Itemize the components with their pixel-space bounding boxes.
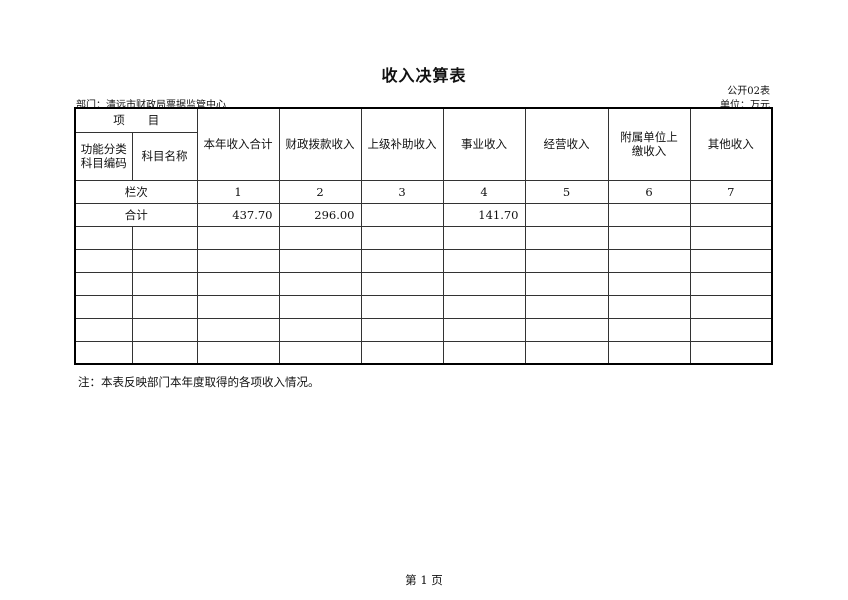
total-label: 合计 <box>74 202 198 227</box>
table-cell <box>442 225 526 250</box>
table-cell <box>131 225 198 250</box>
unit-label: 单位：万元 <box>720 100 770 111</box>
table-cell <box>689 248 773 273</box>
table-cell <box>360 248 444 273</box>
table-cell <box>131 248 198 273</box>
table-cell <box>74 340 133 365</box>
column-index-cell: 4 <box>442 179 526 204</box>
table-row <box>74 248 773 273</box>
table-cell <box>278 294 362 319</box>
column-index-label: 栏次 <box>74 179 198 204</box>
form-number: 公开02表 <box>727 86 770 97</box>
table-cell <box>360 317 444 342</box>
table-row <box>74 271 773 296</box>
table-cell <box>131 271 198 296</box>
table-cell <box>607 340 691 365</box>
table-cell <box>607 294 691 319</box>
table-note: 注：本表反映部门本年度取得的各项收入情况。 <box>78 375 320 389</box>
header-subject-name: 科目名称 <box>131 131 198 181</box>
table-cell <box>278 271 362 296</box>
table-cell <box>689 317 773 342</box>
table-cell <box>360 271 444 296</box>
table-row <box>74 225 773 250</box>
table-cell <box>196 317 280 342</box>
table-row <box>74 340 773 365</box>
page-title: 收入决算表 <box>381 66 467 85</box>
table-cell <box>196 271 280 296</box>
table-cell <box>74 248 133 273</box>
table-cell <box>196 340 280 365</box>
table-cell <box>278 340 362 365</box>
header-col: 本年收入合计 <box>196 107 280 181</box>
table-cell <box>196 225 280 250</box>
table-cell <box>607 271 691 296</box>
table-cell <box>689 294 773 319</box>
page-number: 第 1 页 <box>405 573 443 587</box>
table-cell <box>360 294 444 319</box>
total-value-cell <box>360 202 444 227</box>
table-cell <box>607 248 691 273</box>
table-cell <box>74 225 133 250</box>
table-cell <box>607 225 691 250</box>
table-cell <box>196 294 280 319</box>
table-cell <box>278 225 362 250</box>
column-index-cell: 3 <box>360 179 444 204</box>
total-value-cell: 437.70 <box>196 202 280 227</box>
header-func-code: 功能分类科目编码 <box>74 131 133 181</box>
table-cell <box>689 271 773 296</box>
table-cell <box>131 340 198 365</box>
table-cell <box>607 317 691 342</box>
header-col: 附属单位上缴收入 <box>607 107 691 181</box>
header-col: 财政拨款收入 <box>278 107 362 181</box>
table-cell <box>524 271 609 296</box>
table-row <box>74 317 773 342</box>
table-cell <box>442 271 526 296</box>
income-table: 项 目 本年收入合计 财政拨款收入 上级补助收入 事业收入 经营收入 附属单位上… <box>74 107 773 365</box>
table-cell <box>442 248 526 273</box>
table-cell <box>74 317 133 342</box>
total-value-cell <box>689 202 773 227</box>
table-cell <box>196 248 280 273</box>
header-col: 上级补助收入 <box>360 107 444 181</box>
table-cell <box>442 340 526 365</box>
table-cell <box>524 225 609 250</box>
table-cell <box>360 340 444 365</box>
table-cell <box>689 340 773 365</box>
table-cell <box>524 294 609 319</box>
table-cell <box>131 294 198 319</box>
table-cell <box>74 294 133 319</box>
column-index-cell: 7 <box>689 179 773 204</box>
column-index-cell: 1 <box>196 179 280 204</box>
table-cell <box>689 225 773 250</box>
department-label: 部门：清远市财政局票据监管中心 <box>76 100 226 111</box>
total-value-cell <box>607 202 691 227</box>
column-index-cell: 5 <box>524 179 609 204</box>
total-value-cell: 296.00 <box>278 202 362 227</box>
header-item: 项 目 <box>74 107 198 133</box>
table-cell <box>524 317 609 342</box>
table-cell <box>360 225 444 250</box>
table-cell <box>524 340 609 365</box>
header-col: 经营收入 <box>524 107 609 181</box>
table-cell <box>74 271 133 296</box>
table-cell <box>131 317 198 342</box>
table-cell <box>442 317 526 342</box>
table-cell <box>442 294 526 319</box>
table-cell <box>524 248 609 273</box>
total-value-cell: 141.70 <box>442 202 526 227</box>
table-row <box>74 294 773 319</box>
header-col: 其他收入 <box>689 107 773 181</box>
column-index-cell: 6 <box>607 179 691 204</box>
header-col: 事业收入 <box>442 107 526 181</box>
table-cell <box>278 317 362 342</box>
table-cell <box>278 248 362 273</box>
total-value-cell <box>524 202 609 227</box>
column-index-cell: 2 <box>278 179 362 204</box>
